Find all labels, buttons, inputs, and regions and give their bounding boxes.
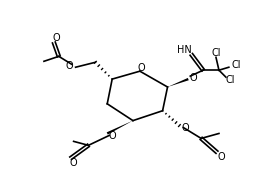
Text: O: O: [189, 73, 196, 83]
Polygon shape: [167, 78, 188, 87]
Text: O: O: [108, 131, 116, 141]
Text: O: O: [136, 63, 144, 73]
Text: HN: HN: [176, 45, 191, 55]
Text: O: O: [216, 152, 224, 162]
Text: Cl: Cl: [210, 48, 220, 58]
Text: O: O: [66, 61, 73, 71]
Text: O: O: [53, 33, 60, 43]
Text: Cl: Cl: [230, 60, 240, 70]
Text: O: O: [70, 158, 77, 168]
Polygon shape: [106, 121, 132, 135]
Text: Cl: Cl: [224, 75, 234, 85]
Text: O: O: [181, 123, 188, 132]
